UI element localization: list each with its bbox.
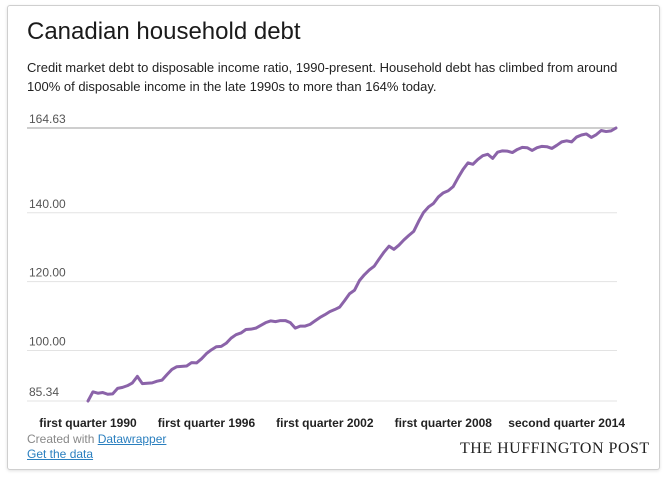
brand-logo: THE HUFFINGTON POST: [460, 440, 650, 457]
chart-subtitle: Credit market debt to disposable income …: [27, 60, 618, 94]
y-tick-label: 140.00: [29, 197, 66, 211]
x-tick-label: first quarter 2008: [395, 416, 493, 430]
datawrapper-link[interactable]: Datawrapper: [97, 432, 167, 446]
y-tick-label: 120.00: [29, 266, 66, 280]
y-tick-label: 164.63: [29, 112, 66, 126]
series-layer: [86, 126, 618, 403]
x-axis-ticks: first quarter 1990 first quarter 1996 firs…: [39, 416, 625, 430]
get-the-data-link[interactable]: Get the data: [27, 447, 94, 461]
created-prefix: Created with: [27, 432, 98, 446]
x-tick-label: first quarter 1990: [39, 416, 137, 430]
y-axis-ticks: 164.63 140.00 120.00 100.00 85.34: [29, 112, 66, 399]
x-tick-label: second quarter 2014: [508, 416, 625, 430]
created-with: Created with Datawrapper: [27, 432, 166, 446]
x-tick-label: first quarter 2002: [276, 416, 374, 430]
chart-title: Canadian household debt: [27, 18, 301, 45]
debt-ratio-line: [86, 126, 618, 403]
y-tick-label: 100.00: [29, 335, 66, 349]
y-tick-label: 85.34: [29, 385, 59, 399]
gridlines: [27, 127, 617, 402]
x-tick-label: first quarter 1996: [158, 416, 256, 430]
